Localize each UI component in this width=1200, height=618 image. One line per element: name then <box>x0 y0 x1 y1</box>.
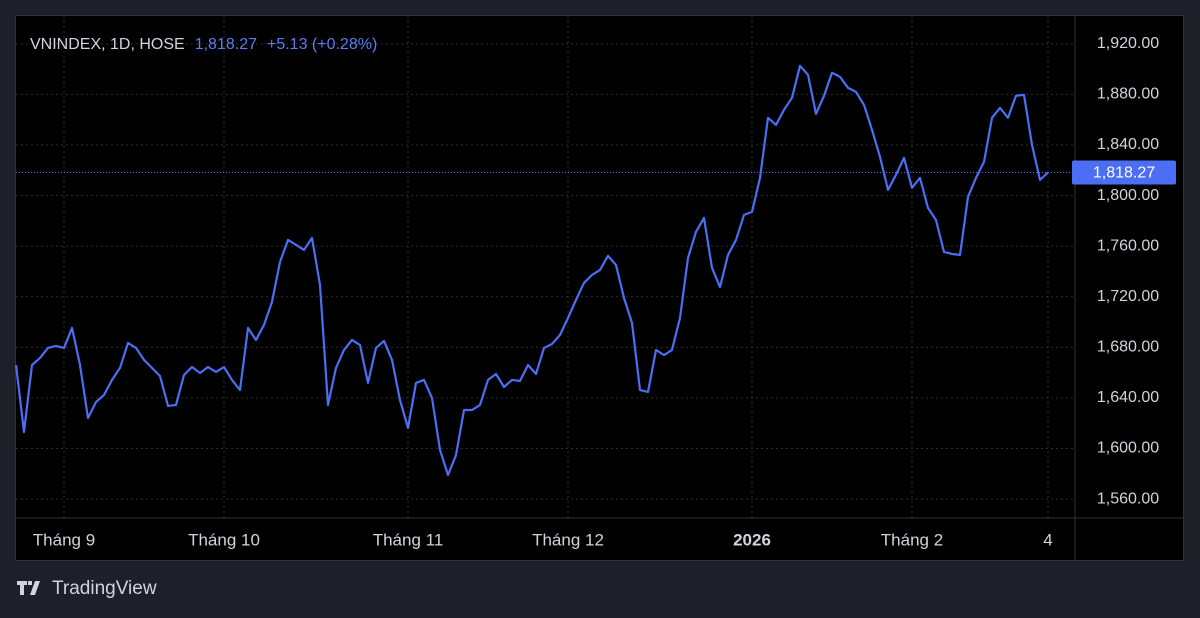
chart-panel <box>15 15 1184 561</box>
y-tick-label: 1,920.00 <box>1097 35 1159 52</box>
price-line <box>14 64 1049 477</box>
y-tick-label: 1,720.00 <box>1097 288 1159 305</box>
legend: VNINDEX, 1D, HOSE 1,818.27 +5.13 (+0.28%) <box>30 36 377 53</box>
y-tick-label: 1,640.00 <box>1097 389 1159 406</box>
x-tick-label: 2026 <box>733 530 771 549</box>
y-tick-label: 1,680.00 <box>1097 339 1159 356</box>
y-tick-label: 1,560.00 <box>1097 490 1159 507</box>
y-tick-label: 1,760.00 <box>1097 237 1159 254</box>
last-price-badge <box>1072 160 1176 185</box>
y-tick-label: 1,880.00 <box>1097 86 1159 103</box>
logo-text: TradingView <box>52 578 157 599</box>
logo-icon <box>17 581 40 595</box>
y-tick-label: 1,600.00 <box>1097 440 1159 457</box>
last-price-label: 1,818.27 <box>1093 165 1155 182</box>
symbol: VNINDEX, 1D, HOSE <box>30 36 185 53</box>
x-tick-label: Tháng 12 <box>532 530 604 549</box>
change: +5.13 (+0.28%) <box>267 36 377 53</box>
y-tick-label: 1,800.00 <box>1097 187 1159 204</box>
x-tick-label: Tháng 2 <box>881 530 943 549</box>
x-tick-label: Tháng 9 <box>33 530 95 549</box>
x-tick-label: Tháng 11 <box>373 530 444 549</box>
y-tick-label: 1,840.00 <box>1097 136 1159 153</box>
logo: TradingView <box>17 578 157 599</box>
plot <box>14 64 1075 477</box>
grid <box>16 16 1075 518</box>
x-tick-label: 4 <box>1043 530 1052 549</box>
last-value: 1,818.27 <box>195 36 257 53</box>
x-tick-label: Tháng 10 <box>188 530 260 549</box>
